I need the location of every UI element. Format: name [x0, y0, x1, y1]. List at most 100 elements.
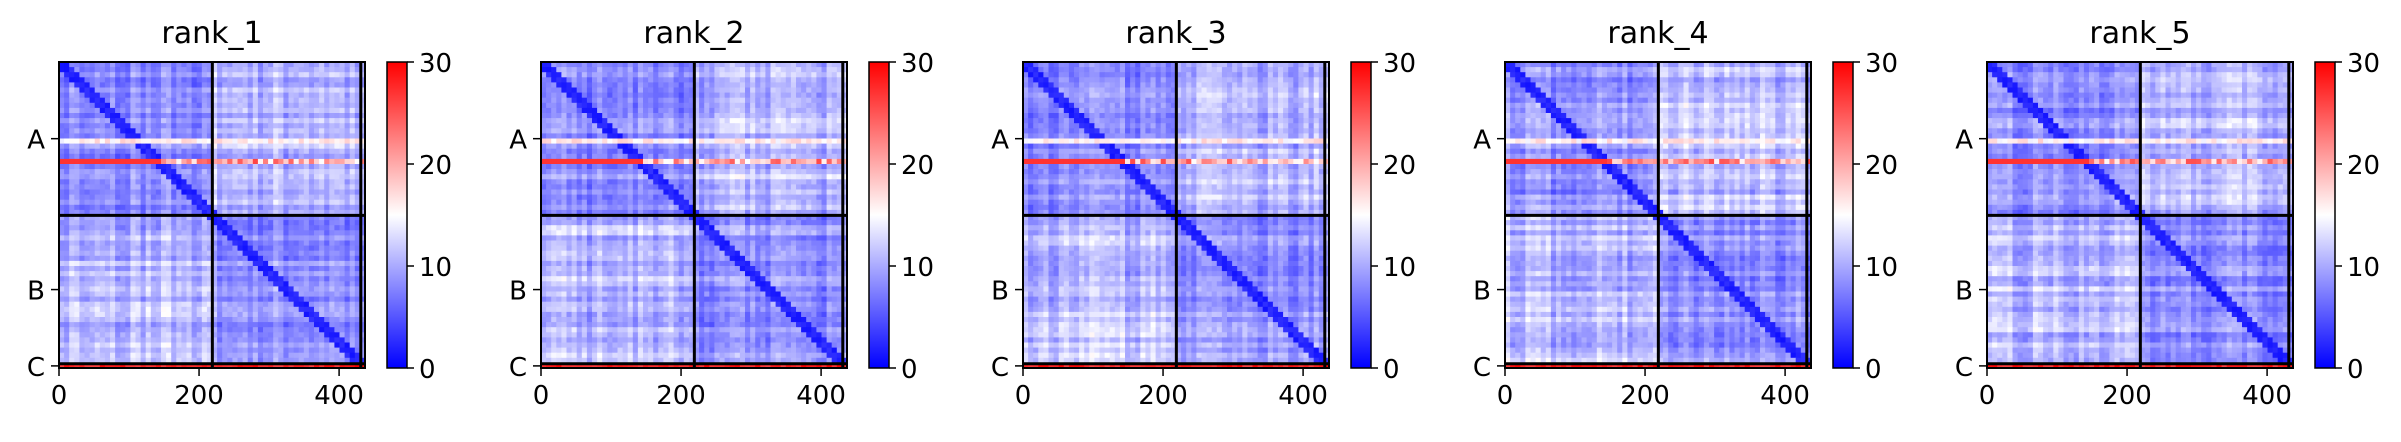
heatmap-cell	[243, 332, 249, 338]
heatmap-cell	[822, 103, 828, 109]
heatmap-cell	[324, 343, 330, 349]
heatmap-cell	[222, 348, 228, 354]
heatmap-cell	[227, 230, 233, 236]
heatmap-cell	[623, 103, 629, 109]
heatmap-cell	[125, 317, 131, 323]
heatmap-cell	[181, 281, 187, 287]
heatmap-cell	[181, 174, 187, 180]
heatmap-cell	[136, 337, 142, 343]
heatmap-cell	[110, 108, 116, 114]
heatmap-cell	[105, 144, 111, 150]
heatmap-cell	[289, 322, 295, 328]
heatmap-cell	[243, 184, 249, 190]
heatmap-cell	[146, 302, 152, 308]
heatmap-cell	[166, 276, 172, 282]
heatmap-cell	[248, 251, 254, 257]
heatmap-cell	[85, 286, 91, 292]
heatmap-cell	[74, 93, 80, 99]
heatmap-cell	[299, 348, 305, 354]
heatmap-cell	[765, 154, 771, 160]
heatmap-cell	[299, 164, 305, 170]
heatmap-cell	[299, 353, 305, 359]
heatmap-cell	[340, 343, 346, 349]
heatmap-cell	[268, 292, 274, 298]
heatmap-cell	[248, 144, 254, 150]
heatmap-cell	[806, 72, 812, 78]
heatmap-cell	[64, 302, 70, 308]
heatmap-cell	[278, 317, 284, 323]
x-tick-label: 200	[174, 381, 224, 411]
heatmap-cell	[329, 139, 335, 145]
heatmap-cell	[597, 174, 603, 180]
heatmap-cell	[319, 256, 325, 261]
heatmap-cell	[222, 266, 228, 272]
heatmap-cell	[750, 103, 756, 109]
heatmap-cell	[263, 113, 269, 119]
heatmap-cell	[238, 337, 244, 343]
heatmap-cell	[197, 144, 203, 150]
heatmap-cell	[187, 327, 193, 333]
heatmap-cell	[79, 164, 85, 170]
heatmap-cell	[192, 230, 198, 236]
heatmap-cell	[156, 72, 162, 78]
heatmap-cell	[289, 246, 295, 252]
heatmap-cell	[653, 103, 659, 109]
heatmap-cell	[238, 93, 244, 99]
heatmap-cell	[248, 276, 254, 282]
heatmap-cell	[350, 322, 356, 328]
heatmap-cell	[572, 108, 578, 114]
heatmap-cell	[166, 67, 172, 73]
heatmap-cell	[156, 108, 162, 114]
heatmap-cell	[340, 77, 346, 83]
heatmap-cell	[217, 118, 223, 124]
heatmap-cell	[136, 133, 142, 139]
heatmap-cell	[171, 200, 177, 206]
heatmap-cell	[64, 184, 70, 190]
heatmap-cell	[268, 67, 274, 73]
heatmap-cell	[740, 123, 746, 129]
heatmap-cell	[709, 164, 715, 170]
heatmap-cell	[679, 128, 685, 134]
heatmap-cell	[811, 128, 817, 134]
heatmap-cell	[141, 353, 147, 359]
heatmap-cell	[176, 235, 182, 241]
heatmap-cell	[151, 123, 157, 129]
heatmap-cell	[243, 276, 249, 282]
heatmap-cell	[334, 276, 340, 282]
heatmap-cell	[704, 139, 710, 145]
heatmap-cell	[572, 169, 578, 175]
heatmap-cell	[181, 154, 187, 160]
heatmap-cell	[166, 235, 172, 241]
heatmap-cell	[709, 103, 715, 109]
heatmap-cell	[156, 235, 162, 241]
heatmap-cell	[832, 169, 838, 175]
heatmap-cell	[181, 353, 187, 359]
heatmap-cell	[110, 276, 116, 282]
heatmap-cell	[156, 103, 162, 109]
heatmap-cell	[105, 205, 111, 211]
heatmap-cell	[765, 144, 771, 150]
heatmap-cell	[161, 98, 167, 104]
heatmap-cell	[176, 67, 182, 73]
heatmap-cell	[345, 118, 351, 124]
heatmap-cell	[243, 281, 249, 287]
heatmap-cell	[181, 88, 187, 94]
heatmap-cell	[796, 149, 802, 155]
heatmap-cell	[577, 149, 583, 155]
heatmap-cell	[268, 190, 274, 196]
heatmap-cell	[324, 317, 330, 323]
heatmap-cell	[283, 271, 289, 277]
heatmap-cell	[350, 276, 356, 282]
heatmap-cell	[663, 108, 669, 114]
heatmap-cell	[309, 286, 315, 292]
heatmap-cell	[643, 118, 649, 124]
heatmap-cell	[324, 98, 330, 104]
heatmap-cell	[74, 266, 80, 272]
heatmap-cell	[811, 113, 817, 119]
heatmap-cell	[720, 118, 726, 124]
heatmap-cell	[120, 72, 126, 78]
heatmap-cell	[612, 93, 618, 99]
heatmap-cell	[612, 133, 618, 139]
heatmap-cell	[79, 327, 85, 333]
heatmap-cell	[79, 297, 85, 303]
